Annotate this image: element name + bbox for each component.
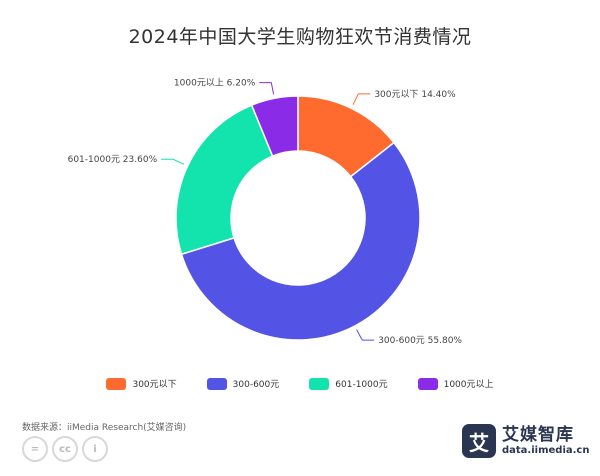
leader-line-1: [356, 329, 375, 341]
legend: 300元以下 300-600元 601-1000元 1000元以上: [0, 377, 600, 390]
brand-url: data.iimedia.cn: [502, 444, 590, 456]
slice-1[interactable]: [180, 141, 421, 341]
legend-swatch-0: [106, 377, 127, 390]
data-source: 数据来源：iiMedia Research(艾媒咨询): [22, 423, 187, 433]
legend-item-2[interactable]: 601-1000元: [309, 377, 388, 390]
slice-2[interactable]: [175, 104, 274, 256]
legend-swatch-2: [309, 377, 330, 390]
legend-label-2: 601-1000元: [335, 380, 388, 390]
data-labels-group: 300元以下 14.40% 300-600元 55.80% 601-1000元 23…: [68, 78, 463, 347]
legend-label-3: 1000元以上: [443, 380, 494, 390]
creative-commons-icon: cc: [52, 436, 78, 462]
data-label-3: 1000元以上 6.20%: [174, 78, 256, 89]
data-label-1: 300-600元 55.80%: [378, 336, 462, 346]
license-icons: = cc i: [22, 436, 108, 462]
brand: 艾 艾媒智库 data.iimedia.cn: [462, 424, 589, 458]
legend-item-0[interactable]: 300元以下: [106, 377, 177, 390]
leader-line-2: [161, 158, 185, 165]
leader-lines-group: [161, 82, 375, 341]
legend-label-0: 300元以下: [132, 380, 177, 390]
legend-label-1: 300-600元: [232, 380, 280, 390]
brand-text: 艾媒智库 data.iimedia.cn: [502, 426, 589, 456]
legend-item-1[interactable]: 300-600元: [206, 377, 280, 390]
leader-line-0: [352, 93, 371, 105]
slice-3[interactable]: [250, 95, 299, 157]
legend-swatch-1: [206, 377, 227, 390]
legend-swatch-3: [417, 377, 438, 390]
equals-license-icon: =: [22, 436, 48, 462]
data-label-2: 601-1000元 23.60%: [68, 155, 158, 165]
brand-name: 艾媒智库: [502, 425, 574, 446]
slices-group: [175, 95, 421, 341]
chart-title: 2024年中国大学生购物狂欢节消费情况: [128, 26, 472, 48]
legend-item-3[interactable]: 1000元以上: [417, 377, 494, 390]
leader-line-3: [259, 82, 275, 95]
attribution-person-icon: i: [82, 436, 108, 462]
data-label-0: 300元以下 14.40%: [374, 90, 456, 100]
brand-logo-icon: 艾: [462, 424, 496, 458]
